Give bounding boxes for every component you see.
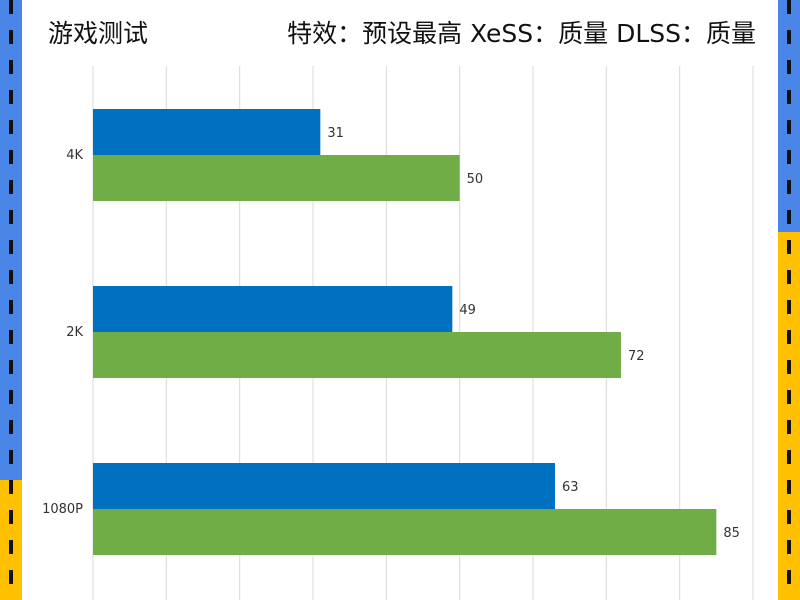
left-decorative-border (0, 0, 22, 600)
data-label: 63 (562, 480, 579, 495)
settings-caption: 特效：预设最高 XeSS：质量 DLSS：质量 (287, 19, 756, 48)
category-label: 1080P (42, 502, 83, 517)
bar-series-1 (93, 463, 555, 509)
data-label: 72 (628, 349, 645, 364)
bar-series-1 (93, 286, 453, 332)
data-label: 85 (723, 526, 740, 541)
data-label: 49 (459, 303, 476, 318)
bar-series-2 (93, 332, 621, 378)
data-label: 50 (467, 172, 484, 187)
category-label: 4K (66, 148, 83, 163)
bar-series-2 (93, 155, 460, 201)
category-label: 2K (66, 325, 83, 340)
bar-series-1 (93, 109, 321, 155)
right-decorative-border (778, 0, 800, 600)
bar-series-2 (93, 509, 717, 555)
chart-title: 游戏测试 (48, 19, 149, 48)
data-label: 31 (327, 126, 344, 141)
chart-header: 游戏测试 特效：预设最高 XeSS：质量 DLSS：质量 (0, 14, 800, 54)
